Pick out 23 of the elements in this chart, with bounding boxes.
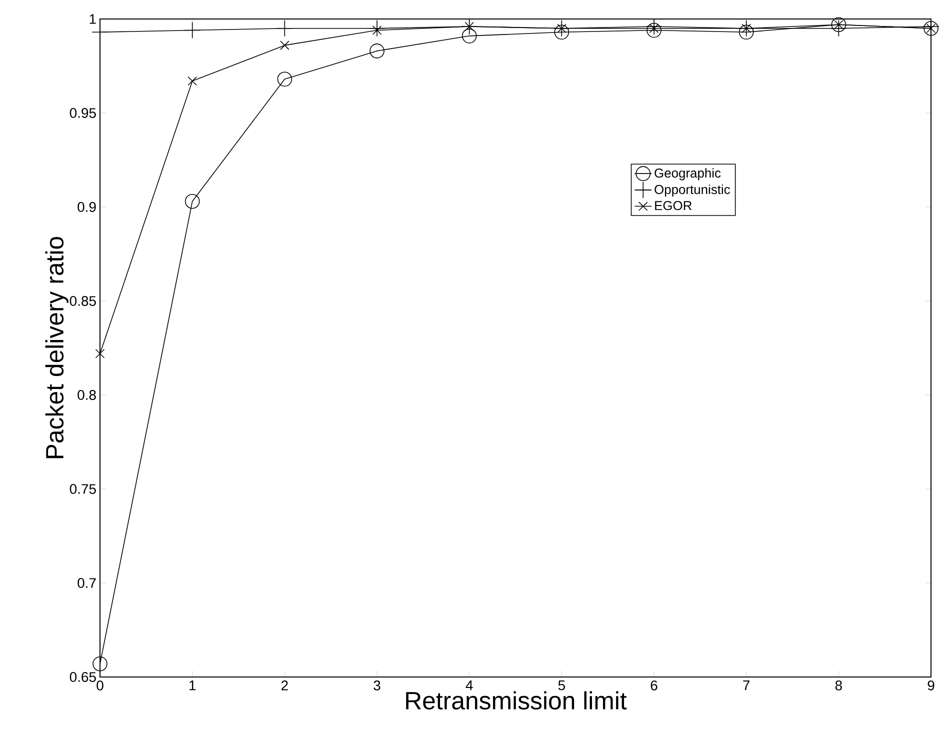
- legend-label: EGOR: [655, 201, 692, 210]
- y-tick-label: 0.85: [70, 296, 96, 306]
- x-tick-label: 3: [374, 680, 380, 690]
- x-tick-label: 9: [928, 680, 934, 690]
- y-tick-label: 0.95: [70, 108, 96, 118]
- x-tick-label: 7: [743, 680, 750, 690]
- x-tick-label: 4: [466, 680, 473, 690]
- y-tick-label: 0.8: [78, 390, 96, 400]
- x-tick-label: 2: [281, 680, 288, 690]
- legend-label: Geographic: [654, 168, 721, 180]
- y-tick-label: 0.9: [78, 202, 96, 212]
- y-axis-title: Packet delivery ratio: [45, 236, 68, 458]
- y-tick-label: 0.75: [70, 484, 96, 494]
- legend-label: Opportunistic: [654, 184, 730, 197]
- x-tick-label: 0: [96, 680, 104, 690]
- x-tick-label: 1: [190, 680, 196, 690]
- y-tick-label: 0.65: [70, 672, 96, 682]
- y-tick-label: 1: [90, 14, 96, 24]
- x-axis-title: Retransmission limit: [406, 691, 627, 710]
- x-tick-label: 5: [558, 680, 565, 690]
- x-tick-label: 8: [835, 680, 842, 690]
- x-tick-label: 6: [650, 680, 658, 690]
- y-tick-label: 0.7: [78, 578, 96, 588]
